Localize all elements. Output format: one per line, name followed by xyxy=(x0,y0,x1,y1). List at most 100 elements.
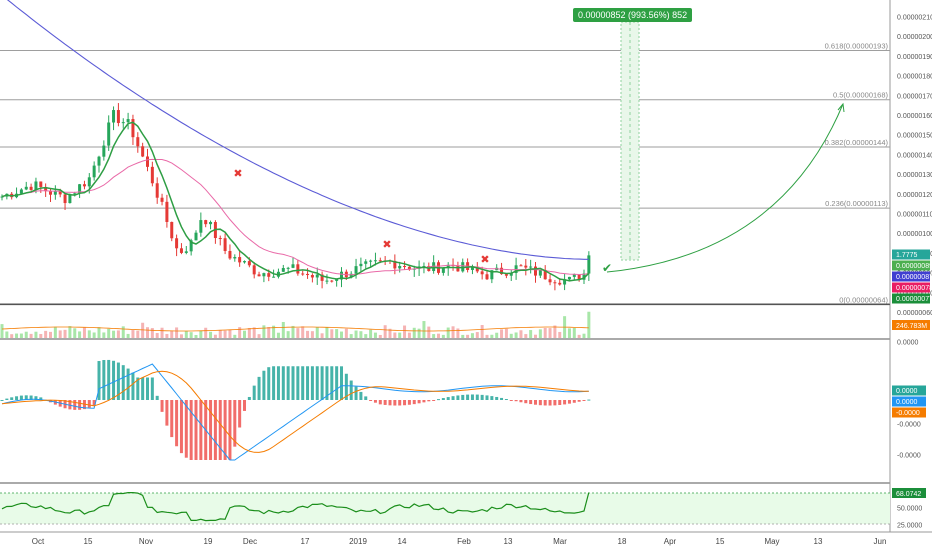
macd-histogram-bar xyxy=(373,400,377,403)
macd-histogram-bar xyxy=(538,400,542,406)
macd-histogram-bar xyxy=(572,400,576,403)
volume-bar xyxy=(529,330,533,338)
candle-body xyxy=(470,266,474,270)
volume-bar xyxy=(534,334,537,338)
volume-bar xyxy=(262,325,266,338)
volume-bar xyxy=(87,330,91,338)
macd-histogram-bar xyxy=(504,399,508,401)
volume-bar xyxy=(0,324,4,338)
volume-bar xyxy=(582,333,586,338)
macd-tag-label: 0.0000 xyxy=(896,388,918,395)
time-axis: Oct 15 Nov 19 Dec 17 2019 14 Feb 13 Mar 18 Apr 15 May 1… xyxy=(32,537,887,546)
macd-histogram-bar xyxy=(534,400,537,405)
candle-body xyxy=(325,280,329,282)
candle-body xyxy=(519,265,523,267)
volume-bar xyxy=(102,332,106,338)
candle-body xyxy=(49,191,52,195)
candle-body xyxy=(422,266,426,268)
volume-bar xyxy=(112,330,116,338)
macd-histogram-bar xyxy=(461,394,465,400)
macd-histogram-bar xyxy=(359,391,363,400)
volume-bar xyxy=(209,331,213,338)
macd-histogram-bar xyxy=(189,400,193,460)
price-tick-label: 0.00000150 xyxy=(897,133,932,140)
volume-bar xyxy=(58,330,62,338)
macd-histogram-bar xyxy=(238,400,242,428)
volume-bar xyxy=(359,331,363,338)
candle-body xyxy=(209,222,213,225)
candle-body xyxy=(107,122,111,146)
price-tag-label: 0.00000089 xyxy=(896,263,932,270)
volume-bar xyxy=(233,334,237,338)
macd-histogram-bar xyxy=(548,400,552,406)
volume-bar xyxy=(407,332,411,338)
macd-histogram-bar xyxy=(267,367,271,400)
macd-histogram-bar xyxy=(301,366,305,400)
price-tick-label: 0.00000140 xyxy=(897,152,932,159)
volume-bar xyxy=(335,329,339,338)
volume-bar xyxy=(257,334,261,338)
candles xyxy=(0,103,591,291)
volume-bar xyxy=(446,327,450,338)
macd-tag xyxy=(892,385,926,396)
volume-bar xyxy=(325,327,329,338)
volume-bar xyxy=(398,332,402,338)
volume-bar xyxy=(141,322,145,338)
price-tag xyxy=(892,249,930,260)
candle-body xyxy=(538,269,542,276)
macd-histogram-bar xyxy=(514,400,518,402)
candle-body xyxy=(490,270,494,280)
rsi-tick-label: 50.0000 xyxy=(897,506,922,513)
candle-body xyxy=(121,122,125,124)
volume-bar xyxy=(388,328,392,338)
candle-body xyxy=(29,186,33,190)
volume-bar xyxy=(466,334,470,338)
macd-histogram-bar xyxy=(286,366,290,400)
volume-bar xyxy=(281,321,285,338)
candle-body xyxy=(68,194,72,204)
time-tick-label: May xyxy=(764,537,779,546)
measurement-annotation: 0.00000852 (993.56%) 852 xyxy=(573,8,693,22)
macd-histogram-bar xyxy=(495,396,499,400)
candle-body xyxy=(82,184,86,187)
macd-histogram-bar xyxy=(252,385,256,400)
candle-body xyxy=(141,146,145,157)
volume-bar xyxy=(29,333,33,338)
volume-bar xyxy=(267,327,271,338)
macd-histogram-bar xyxy=(218,400,222,460)
volume-bar xyxy=(500,329,504,338)
macd-histogram-bar xyxy=(354,386,358,400)
candle-body xyxy=(315,274,319,278)
volume-bar xyxy=(5,331,9,338)
volume-bar xyxy=(422,321,426,338)
candle-body xyxy=(150,166,154,184)
price-tick-label: 0.00000190 xyxy=(897,54,932,61)
macd-histogram-bar xyxy=(456,395,460,400)
volume-bar xyxy=(49,331,52,338)
candle-body xyxy=(572,274,576,277)
candle-body xyxy=(184,251,188,253)
macd-histogram-bar xyxy=(383,400,387,405)
check-marker: ✔ xyxy=(602,261,612,275)
macd-histogram-bar xyxy=(170,400,174,438)
macd-histogram-bar xyxy=(175,400,179,447)
macd-histogram-bar xyxy=(272,366,276,400)
price-tick-label: 0.00000180 xyxy=(897,74,932,81)
volume-bar xyxy=(204,327,208,338)
candle-body xyxy=(461,262,465,272)
candle-body xyxy=(175,238,179,249)
candle-body xyxy=(504,274,508,276)
volume-bar xyxy=(373,332,377,338)
volume-bar xyxy=(412,327,416,338)
macd-histogram-bar xyxy=(325,366,329,400)
candle-body xyxy=(19,189,23,194)
volume-bar xyxy=(514,332,518,338)
macd-tick-label: -0.0000 xyxy=(897,453,921,460)
volume-bar xyxy=(19,333,23,338)
macd-histogram-bar xyxy=(291,366,295,400)
volume-bar xyxy=(155,332,159,338)
time-tick-label: 17 xyxy=(301,537,310,546)
volume-bar xyxy=(68,326,72,338)
candle-body xyxy=(543,269,547,280)
